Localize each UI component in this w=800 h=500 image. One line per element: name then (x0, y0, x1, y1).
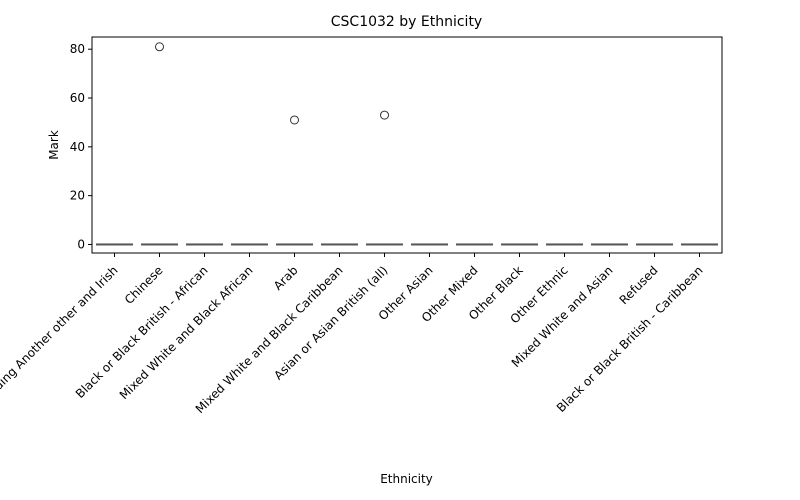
plot-area: 0 20 40 60 80 White including Another other a… (0, 36, 723, 440)
chart-title: CSC1032 by Ethnicity (331, 14, 482, 30)
y-tick-label-0: 0 (77, 237, 85, 251)
y-tick-label-2: 40 (70, 140, 85, 154)
x-tick-label-1: Chinese (122, 263, 166, 307)
x-tick-label-4: Arab (271, 263, 301, 293)
plot-frame (91, 36, 723, 254)
x-tick-label-12: Refused (617, 263, 661, 307)
y-axis-label: Mark (47, 130, 61, 160)
outlier-point-1-0 (155, 42, 164, 52)
outlier-point-6-0 (380, 110, 389, 120)
y-tick-label-4: 80 (70, 42, 85, 56)
x-tick-label-0: White including Another other and Irish (0, 263, 121, 440)
x-axis-label: Ethnicity (380, 472, 433, 486)
y-tick-label-3: 60 (70, 91, 85, 105)
outlier-point-4-0 (290, 115, 299, 125)
y-tick-label-1: 20 (70, 189, 85, 203)
